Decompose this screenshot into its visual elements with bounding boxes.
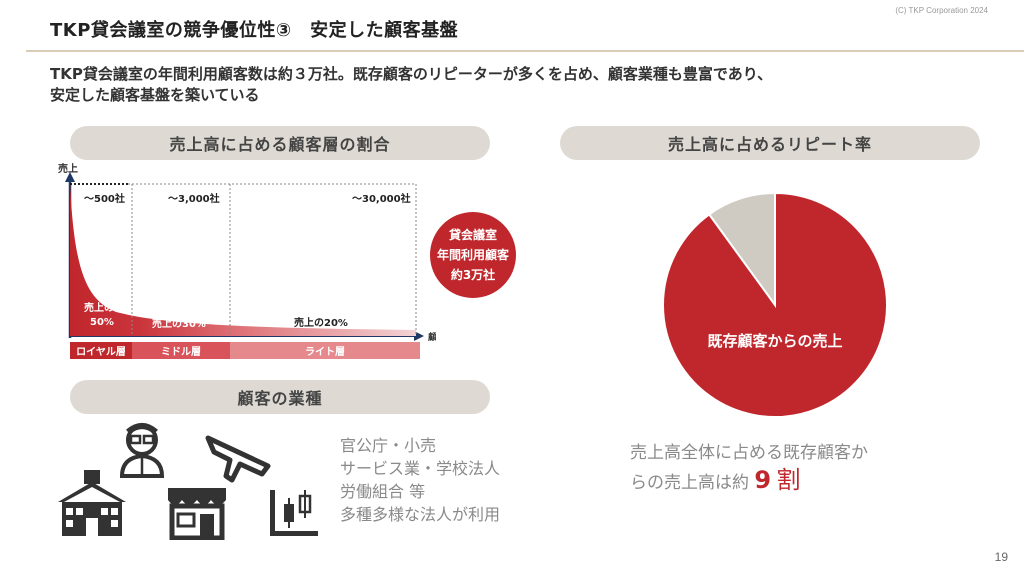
- lead-line-2: 安定した顧客基盤を築いている: [50, 86, 260, 104]
- range-label-royal: ～500社: [84, 192, 125, 205]
- page-title: TKP貸会議室の競争優位性③ 安定した顧客基盤: [50, 20, 459, 41]
- copyright-text: (C) TKP Corporation 2024: [895, 6, 988, 15]
- industry-heading: 顧客の業種: [70, 380, 490, 414]
- badge-line-2: 年間利用顧客: [436, 248, 509, 262]
- y-axis-arrow-icon: [65, 172, 75, 182]
- range-label-light: ～30,000社: [352, 192, 411, 205]
- share-label-middle: 売上の30%: [152, 317, 206, 330]
- caption-line-1: 売上高全体に占める既存顧客か: [630, 443, 868, 463]
- share-label-light: 売上の20%: [294, 316, 348, 329]
- badge-line-1: 貸会議室: [448, 228, 497, 242]
- range-label-middle: ～3,000社: [168, 192, 220, 205]
- industry-list: 官公庁・小売 サービス業・学校法人 労働組合 等 多種多様な法人が利用: [340, 434, 500, 526]
- tier-bar: ロイヤル層 ミドル層 ライト層: [70, 342, 420, 359]
- school-icon: [58, 470, 126, 536]
- pie-slice-existing-customers: [662, 191, 888, 418]
- repeat-rate-pie-chart: 既存顧客からの売上: [662, 191, 888, 418]
- lead-text: TKP貸会議室の年間利用顧客数は約３万社。既存顧客のリピーターが多くを占め、顧客…: [50, 64, 980, 106]
- customer-share-chart: 売上 ～500社 ～3,000社 ～30,000社 売上の 50% 売上の30%…: [58, 162, 436, 342]
- caption-line-2: らの売上高は約 9 割: [630, 467, 950, 497]
- tier-light: ライト層: [230, 342, 420, 359]
- badge-line-3: 約3万社: [450, 268, 496, 282]
- industry-icons: [58, 423, 318, 540]
- sales-curve-area: [70, 182, 416, 336]
- page-number: 19: [994, 550, 1008, 564]
- share-label-royal-line2: 50%: [90, 317, 114, 328]
- factory-chart-icon: [270, 490, 318, 536]
- caption-value-number: 9: [754, 466, 772, 494]
- caption-prefix: らの売上高は約: [630, 473, 749, 493]
- industry-line-3: 労働組合 等: [340, 482, 426, 501]
- doctor-icon: [119, 423, 165, 478]
- industry-line-2: サービス業・学校法人: [340, 459, 501, 478]
- caption-value-unit: 割: [776, 466, 801, 494]
- customer-share-heading: 売上高に占める顧客層の割合: [70, 126, 490, 160]
- annual-customers-badge: 貸会議室 年間利用顧客 約3万社: [430, 212, 516, 298]
- tier-middle: ミドル層: [132, 342, 230, 359]
- tier-royal: ロイヤル層: [70, 342, 132, 359]
- industry-line-1: 官公庁・小売: [340, 436, 437, 455]
- share-label-royal-line1: 売上の: [84, 301, 114, 314]
- shop-icon: [168, 488, 226, 540]
- lead-line-1: TKP貸会議室の年間利用顧客数は約３万社。既存顧客のリピーターが多くを占め、顧客…: [50, 65, 773, 83]
- repeat-rate-caption: 売上高全体に占める既存顧客か らの売上高は約 9 割: [630, 440, 950, 497]
- x-axis-label: 顧客層: [428, 331, 436, 342]
- airplane-icon: [205, 435, 271, 483]
- repeat-rate-heading: 売上高に占めるリピート率: [560, 126, 980, 160]
- pie-slice-label: 既存顧客からの売上: [707, 332, 842, 350]
- y-axis-label: 売上: [58, 162, 78, 175]
- title-divider: [26, 50, 1024, 52]
- industry-line-4: 多種多様な法人が利用: [340, 505, 501, 524]
